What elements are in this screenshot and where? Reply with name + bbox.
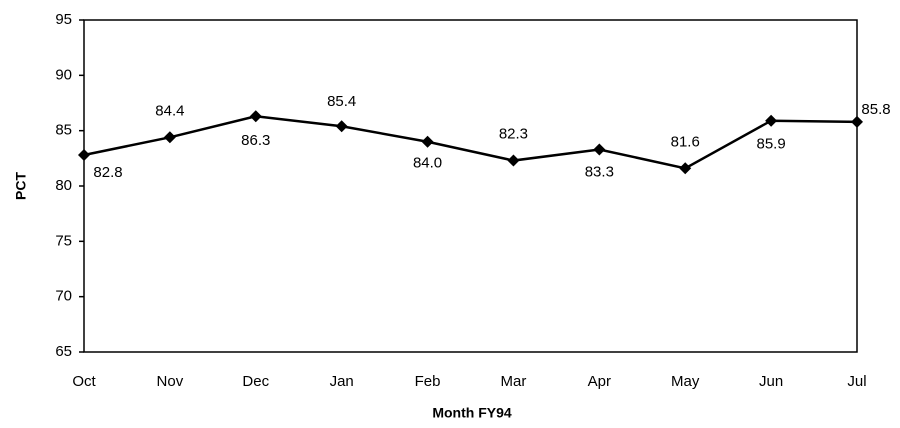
x-tick-label: Oct: [72, 373, 96, 390]
marker: [249, 110, 262, 123]
y-tick-label: 95: [55, 11, 72, 28]
marker: [78, 149, 90, 162]
y-tick-label: 90: [55, 66, 72, 83]
data-label: 85.9: [757, 136, 786, 153]
x-tick-label: Jul: [847, 373, 866, 390]
data-label: 84.0: [413, 155, 442, 172]
data-label: 85.4: [327, 93, 356, 110]
y-tick-label: 70: [55, 288, 72, 305]
marker: [163, 131, 176, 144]
marker: [507, 154, 520, 167]
data-label: 82.3: [499, 126, 528, 143]
marker: [421, 135, 434, 148]
marker: [593, 143, 606, 156]
marker: [851, 115, 863, 128]
marker: [335, 120, 348, 133]
x-tick-label: Jan: [330, 373, 354, 390]
data-label: 84.4: [155, 102, 184, 119]
marker: [679, 162, 692, 175]
data-label: 81.6: [671, 133, 700, 150]
x-tick-label: Jun: [759, 373, 783, 390]
plot-frame: [83, 19, 858, 353]
y-tick-label: 80: [55, 177, 72, 194]
marker: [765, 114, 778, 127]
x-tick-label: Feb: [415, 373, 441, 390]
data-label: 83.3: [585, 163, 614, 180]
x-tick-label: Nov: [157, 373, 184, 390]
y-tick-label: 85: [55, 122, 72, 139]
data-label: 86.3: [241, 132, 270, 149]
x-tick-label: May: [671, 373, 700, 390]
y-tick-label: 65: [55, 343, 72, 360]
x-axis-title: Month FY94: [432, 405, 512, 421]
line: [83, 115, 858, 170]
x-tick-label: Apr: [588, 373, 611, 390]
x-tick-label: Mar: [501, 373, 527, 390]
data-label: 85.8: [861, 101, 890, 118]
y-tick-label: 75: [55, 232, 72, 249]
data-label: 82.8: [93, 164, 122, 181]
y-axis-title: PCT: [13, 172, 29, 200]
x-tick-label: Dec: [242, 373, 269, 390]
